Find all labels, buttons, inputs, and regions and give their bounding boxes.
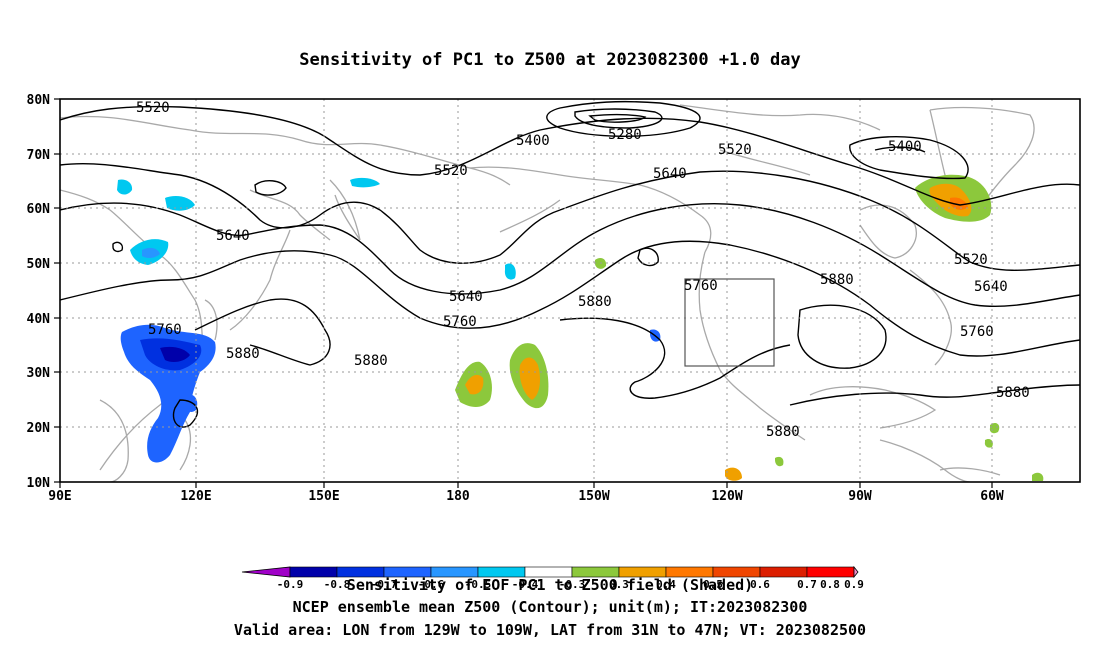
lon-label: 150E [308, 489, 339, 504]
contour-label: 5640 [449, 289, 483, 305]
contour-label: 5880 [354, 353, 388, 369]
contour-label: 5400 [516, 133, 550, 149]
lon-label: 120W [711, 489, 742, 504]
colorbar-tick: 0.4 [656, 578, 676, 591]
colorbar-cell [853, 565, 859, 579]
contour-label: 5760 [148, 322, 182, 338]
footer-line-2: NCEP ensemble mean Z500 (Contour); unit(… [292, 598, 808, 616]
contour-label: 5880 [578, 294, 612, 310]
plot-frame [59, 98, 1081, 483]
contour-labels: 5520 5400 5280 5520 5400 5520 5640 5640 … [136, 100, 1030, 440]
lat-label: 50N [27, 257, 51, 272]
contour-label: 5760 [684, 278, 718, 294]
colorbar-ticks: -0.9 -0.8 -0.7 -0.6 -0.5 -0.4 -0.3 0.3 0… [277, 578, 864, 591]
colorbar-tick: -0.3 [559, 578, 586, 591]
contour-label: 5880 [996, 385, 1030, 401]
lat-label: 10N [27, 476, 51, 491]
contour-label: 5880 [226, 346, 260, 362]
lat-label: 30N [27, 366, 51, 381]
graticule [60, 99, 1080, 482]
z500-contours [60, 100, 1080, 428]
contour-label: 5520 [434, 163, 468, 179]
lon-label: 120E [180, 489, 211, 504]
sensitivity-shading [117, 174, 1044, 481]
colorbar-tick: -0.4 [512, 578, 539, 591]
lon-label: 90E [48, 489, 71, 504]
colorbar-tick: 0.9 [844, 578, 864, 591]
map-title: Sensitivity of PC1 to Z500 at 2023082300… [299, 50, 801, 70]
contour-label: 5760 [443, 314, 477, 330]
contour-label: 5640 [216, 228, 250, 244]
colorbar-tick: 0.6 [750, 578, 770, 591]
colorbar-tick: -0.5 [465, 578, 492, 591]
footer-line-3: Valid area: LON from 129W to 109W, LAT f… [233, 621, 867, 639]
valid-area-box [684, 278, 775, 367]
colorbar-tick: -0.6 [418, 578, 445, 591]
lat-label: 40N [27, 312, 51, 327]
colorbar [241, 565, 859, 579]
coastlines [60, 104, 1035, 482]
colorbar-tick: 0.7 [797, 578, 817, 591]
lon-labels: 90E 120E 150E 180 150W 120W 90W 60W [48, 489, 1004, 504]
contour-label: 5760 [960, 324, 994, 340]
contour-label: 5520 [954, 252, 988, 268]
lon-label: 180 [446, 489, 470, 504]
lat-label: 20N [27, 421, 51, 436]
contour-label: 5400 [888, 139, 922, 155]
contour-label: 5520 [136, 100, 170, 116]
colorbar-tick: -0.7 [371, 578, 398, 591]
contour-label: 5640 [974, 279, 1008, 295]
colorbar-tick: -0.8 [324, 578, 351, 591]
contour-label: 5880 [766, 424, 800, 440]
lon-label: 60W [980, 489, 1004, 504]
contour-label: 5880 [820, 272, 854, 288]
lat-label: 60N [27, 202, 51, 217]
lat-labels: 80N 70N 60N 50N 40N 30N 20N 10N [27, 93, 51, 491]
tick-marks [54, 98, 993, 488]
contour-label: 5280 [608, 127, 642, 143]
colorbar-tick: -0.9 [277, 578, 304, 591]
lat-label: 70N [27, 148, 51, 163]
lon-label: 90W [848, 489, 872, 504]
colorbar-tick: 0.5 [703, 578, 723, 591]
colorbar-tick: 0.3 [609, 578, 629, 591]
contour-label: 5640 [653, 166, 687, 182]
lon-label: 150W [578, 489, 609, 504]
lat-label: 80N [27, 93, 51, 108]
contour-label: 5520 [718, 142, 752, 158]
footer-line-1: Sensitivity of EOF PC1 to Z500 field (Sh… [346, 576, 754, 594]
colorbar-tick: 0.8 [820, 578, 840, 591]
